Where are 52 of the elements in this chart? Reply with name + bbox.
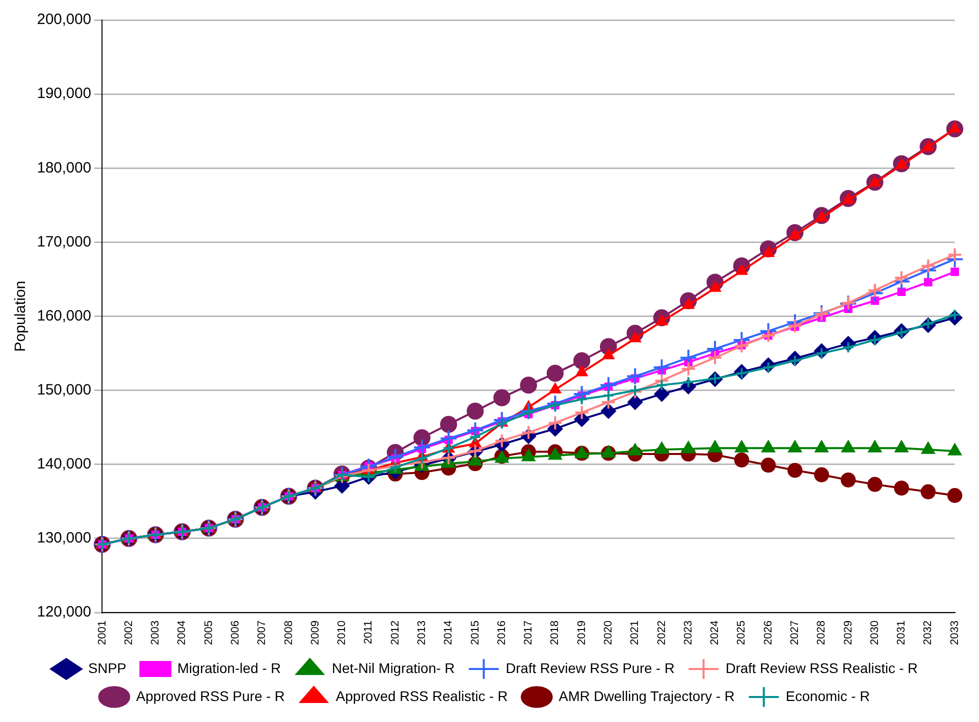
x-tick-label: 2010: [336, 620, 348, 646]
y-tick-label: 130,000: [36, 530, 92, 547]
x-tick-label: 2015: [469, 620, 482, 646]
x-tick-label: 2007: [256, 620, 268, 646]
legend-label: Economic - R: [786, 688, 870, 704]
x-tick-label: 2016: [496, 620, 508, 646]
legend-label: Migration-led - R: [177, 660, 281, 676]
x-tick-label: 2001: [96, 620, 108, 646]
x-tick-label: 2011: [362, 620, 375, 644]
x-tick-label: 2022: [656, 620, 668, 646]
y-tick-label: 180,000: [36, 159, 92, 176]
x-tick-label: 2029: [842, 620, 854, 646]
x-tick-label: 2013: [416, 620, 428, 646]
y-tick-label: 200,000: [36, 11, 92, 28]
x-tick-label: 2014: [442, 620, 455, 646]
legend-label: Approved RSS Realistic - R: [336, 688, 508, 704]
y-tick-label: 170,000: [36, 233, 92, 250]
x-tick-label: 2028: [816, 620, 828, 646]
x-tick-label: 2023: [682, 620, 694, 646]
y-tick-label: 140,000: [36, 456, 92, 473]
x-tick-label: 2005: [202, 620, 215, 646]
x-tick-label: 2026: [762, 620, 774, 646]
x-tick-label: 2025: [736, 620, 748, 646]
legend-label: Draft Review RSS Pure - R: [506, 660, 675, 676]
legend-label: SNPP: [88, 660, 126, 676]
legend-label: Approved RSS Pure - R: [136, 688, 285, 704]
x-tick-label: 2012: [389, 620, 402, 646]
legend-label: Net-Nil Migration- R: [332, 660, 455, 676]
x-tick-label: 2004: [176, 620, 188, 646]
y-axis-title: Population: [12, 280, 30, 352]
x-tick-label: 2002: [122, 620, 135, 646]
x-tick-label: 2021: [629, 620, 642, 646]
x-tick-label: 2031: [896, 620, 908, 646]
legend-label: Draft Review RSS Realistic - R: [726, 660, 918, 676]
x-tick-label: 2006: [229, 620, 242, 646]
x-tick-label: 2008: [282, 620, 295, 646]
x-tick-label: 2003: [150, 620, 162, 646]
y-tick-label: 150,000: [36, 381, 92, 398]
x-tick-label: 2030: [868, 620, 881, 646]
x-tick-label: 2032: [922, 620, 934, 646]
x-tick-label: 2024: [709, 620, 722, 646]
legend-label: AMR Dwelling Trajectory - R: [558, 688, 735, 704]
x-tick-label: 2018: [549, 620, 562, 646]
x-tick-label: 2027: [788, 620, 801, 646]
x-tick-label: 2009: [309, 620, 322, 646]
y-tick-label: 190,000: [36, 85, 92, 102]
x-tick-label: 2017: [522, 620, 535, 646]
x-tick-label: 2019: [576, 620, 588, 646]
y-tick-label: 120,000: [36, 604, 92, 621]
x-tick-label: 2020: [602, 620, 614, 646]
y-tick-label: 160,000: [36, 307, 92, 324]
x-tick-label: 2033: [948, 620, 961, 646]
